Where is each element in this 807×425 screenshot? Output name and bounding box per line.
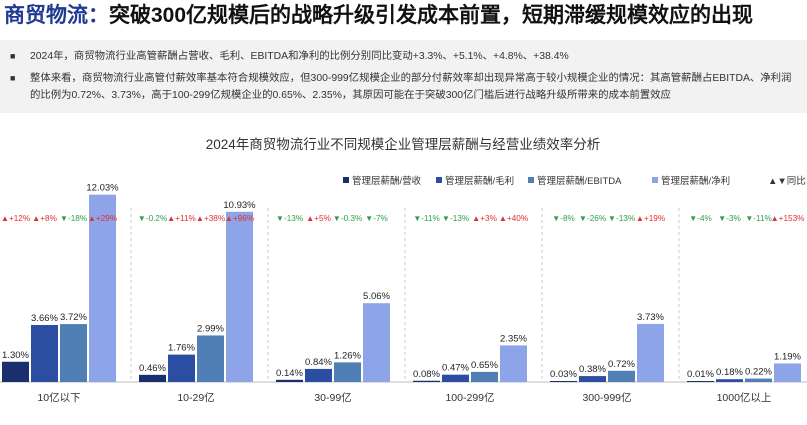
chart-bar — [226, 211, 253, 382]
chart-area: 2024年商贸物流行业不同规模企业管理层薪酬与经营业绩效率分析管理层薪酬/营收 管… — [0, 120, 807, 425]
bar-value-label: 5.06% — [363, 291, 390, 302]
chart-bar — [31, 325, 58, 382]
category-label: 100-299亿 — [445, 391, 494, 404]
bar-value-label: 0.03% — [550, 369, 577, 380]
chart-bar — [2, 361, 29, 382]
legend-label: 管理层薪酬/EBITDA — [537, 175, 622, 187]
chart-bar — [774, 363, 801, 382]
bar-value-label: 2.35% — [500, 333, 527, 344]
legend-swatch — [436, 177, 442, 183]
bullet-marker-icon: ■ — [10, 51, 16, 61]
chart-bar — [579, 376, 606, 382]
yoy-change-label: ▲+38% — [196, 214, 225, 223]
yoy-change-label: ▼-7% — [365, 214, 388, 223]
yoy-change-label: ▲+153% — [771, 214, 805, 223]
category-label: 10亿以下 — [37, 391, 80, 404]
bar-value-label: 10.93% — [223, 200, 256, 211]
chart-bar — [413, 380, 440, 382]
yoy-change-label: ▼-8% — [552, 214, 575, 223]
summary-bullet-text: 2024年，商贸物流行业高管薪酬占营收、毛利、EBITDA和净利的比例分别同比变… — [30, 51, 569, 62]
chart-bar — [305, 368, 332, 382]
bar-value-label: 0.01% — [687, 369, 714, 380]
legend-label: 管理层薪酬/净利 — [661, 175, 730, 187]
summary-panel: ■ 2024年，商贸物流行业高管薪酬占营收、毛利、EBITDA和净利的比例分别同… — [0, 40, 807, 113]
legend-label: 管理层薪酬/营收 — [352, 175, 422, 187]
yoy-change-label: ▲+40% — [499, 214, 528, 223]
bar-value-label: 3.66% — [31, 313, 58, 324]
bar-value-label: 2.99% — [197, 323, 224, 334]
bar-value-label: 0.46% — [139, 363, 166, 374]
chart-bar — [716, 379, 743, 382]
bullet-marker-icon: ■ — [10, 73, 16, 83]
chart-bar — [550, 381, 577, 382]
bar-value-label: 0.38% — [579, 364, 606, 375]
category-label: 300-999亿 — [582, 391, 631, 404]
bar-value-label: 0.65% — [471, 360, 498, 371]
chart-bar — [637, 323, 664, 382]
yoy-change-label: ▼-13% — [608, 214, 635, 223]
yoy-change-label: ▲+29% — [88, 214, 117, 223]
bar-value-label: 0.22% — [745, 367, 772, 378]
chart-bar — [608, 370, 635, 382]
yoy-change-label: ▼-26% — [579, 214, 606, 223]
bar-value-label: 0.84% — [305, 357, 332, 368]
chart-title: 2024年商贸物流行业不同规模企业管理层薪酬与经营业绩效率分析 — [206, 136, 601, 152]
bar-value-label: 1.26% — [334, 350, 361, 361]
category-label: 30-99亿 — [314, 391, 351, 404]
bar-value-label: 0.47% — [442, 363, 469, 374]
bar-value-label: 1.76% — [168, 343, 195, 354]
yoy-change-label: ▲+96% — [225, 214, 254, 223]
legend-swatch — [343, 177, 349, 183]
legend-swatch — [652, 177, 658, 183]
chart-bar — [363, 303, 390, 382]
yoy-change-label: ▼-3% — [718, 214, 741, 223]
yoy-change-label: ▼-0.2% — [138, 214, 168, 223]
legend-swatch — [528, 177, 534, 183]
chart-bar — [471, 371, 498, 382]
yoy-change-label: ▼-11% — [413, 214, 440, 223]
yoy-change-label: ▲+19% — [636, 214, 665, 223]
bar-value-label: 3.72% — [60, 312, 87, 323]
yoy-change-label: ▼-11% — [745, 214, 772, 223]
yoy-change-label: ▼-18% — [60, 214, 87, 223]
yoy-change-label: ▼-0.3% — [333, 214, 363, 223]
chart-bar — [442, 374, 469, 382]
chart-bar — [139, 374, 166, 382]
chart-bar — [197, 335, 224, 382]
yoy-change-label: ▲+11% — [167, 214, 196, 223]
yoy-change-label: ▼-13% — [442, 214, 469, 223]
yoy-change-label: ▼-13% — [276, 214, 303, 223]
summary-bullet-text: 整体来看，商贸物流行业高管付薪效率基本符合规模效应，但300-999亿规模企业的… — [30, 73, 792, 101]
bar-value-label: 1.19% — [774, 351, 801, 362]
chart-bar — [334, 362, 361, 382]
category-label: 1000亿以上 — [717, 391, 772, 404]
bar-value-label: 1.30% — [2, 350, 29, 361]
chart-bar — [687, 381, 714, 382]
headline-text: 突破300亿规模后的战略升级引发成本前置，短期滞缓规模效应的出现 — [109, 4, 754, 27]
legend-label: 管理层薪酬/毛利 — [445, 175, 514, 187]
chart-bar — [89, 194, 116, 382]
bar-value-label: 0.72% — [608, 359, 635, 370]
bar-value-label: 3.73% — [637, 312, 664, 323]
bar-value-label: 0.08% — [413, 369, 440, 380]
chart-bar — [745, 378, 772, 382]
yoy-change-label: ▲+12% — [1, 214, 30, 223]
yoy-change-label: ▲+8% — [32, 214, 57, 223]
headline-prefix: 商贸物流： — [4, 4, 109, 27]
page-headline: 商贸物流：突破300亿规模后的战略升级引发成本前置，短期滞缓规模效应的出现 — [4, 0, 807, 34]
yoy-change-label: ▲+5% — [306, 214, 331, 223]
bar-value-label: 0.18% — [716, 367, 743, 378]
bar-value-label: 0.14% — [276, 368, 303, 379]
chart-bar — [60, 324, 87, 382]
chart-bar — [168, 354, 195, 382]
chart-bar — [276, 379, 303, 382]
bar-value-label: 12.03% — [86, 183, 119, 194]
yoy-change-label: ▲+3% — [472, 214, 497, 223]
category-label: 10-29亿 — [177, 391, 214, 404]
yoy-change-label: ▼-4% — [689, 214, 712, 223]
legend-yoy-label: ▲▼同比 — [768, 175, 806, 187]
chart-bar — [500, 345, 527, 382]
